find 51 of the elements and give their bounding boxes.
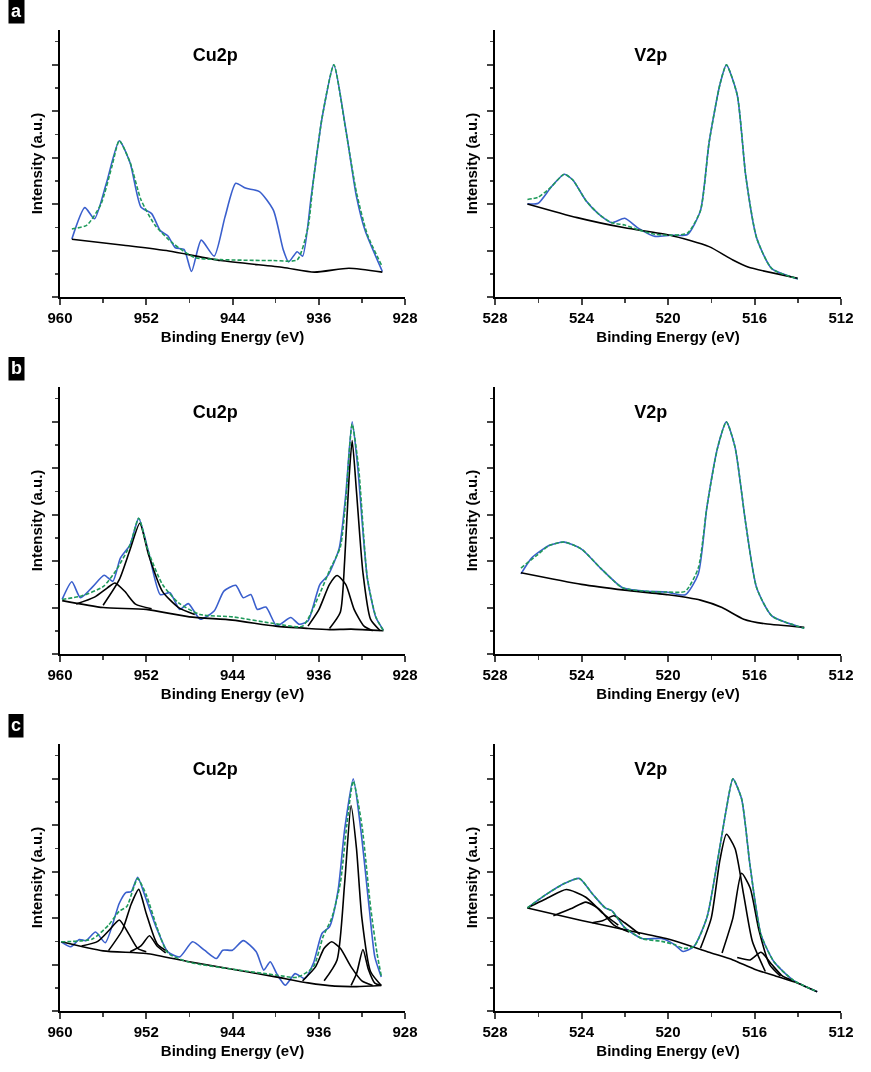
x-tick-label: 516: [741, 666, 768, 683]
x-tick-label: 936: [306, 309, 332, 326]
text: a: [11, 1, 22, 21]
x-tick-label: 952: [133, 666, 159, 683]
y-axis-title: Intensity (a.u.): [462, 826, 480, 929]
x-tick-label: 520: [655, 309, 681, 326]
x-tick-label: 520: [655, 666, 681, 683]
x-tick-label: 524: [568, 1023, 595, 1040]
x-tick-label: 520: [655, 1023, 681, 1040]
x-tick-label: 960: [47, 666, 73, 683]
x-tick-label: 528: [482, 1023, 508, 1040]
x-tick-label: 944: [219, 309, 246, 326]
x-tick-label: 952: [133, 309, 159, 326]
x-tick-label: 944: [219, 1023, 246, 1040]
text: c: [11, 715, 22, 735]
x-tick-label: 528: [482, 309, 508, 326]
x-axis-title: Binding Energy (eV): [160, 1041, 305, 1059]
x-tick-label: 524: [568, 309, 595, 326]
x-tick-label: 524: [568, 666, 595, 683]
x-tick-label: 512: [828, 309, 854, 326]
y-axis-title: Intensity (a.u.): [27, 469, 45, 572]
x-tick-label: 936: [306, 666, 332, 683]
x-axis-title: Binding Energy (eV): [596, 684, 740, 702]
x-tick-label: 928: [392, 1023, 418, 1040]
x-tick-label: 936: [306, 1023, 332, 1040]
chart-title: Cu2p: [192, 759, 238, 780]
x-axis-title: Binding Energy (eV): [596, 327, 740, 345]
x-tick-label: 528: [482, 666, 508, 683]
x-tick-label: 928: [392, 666, 418, 683]
x-tick-label: 944: [219, 666, 246, 683]
x-axis-title: Binding Energy (eV): [160, 327, 305, 345]
chart-title: V2p: [634, 402, 668, 423]
chart-title: V2p: [634, 759, 668, 780]
chart-title: Cu2p: [192, 402, 238, 423]
y-axis-title: Intensity (a.u.): [27, 112, 45, 215]
x-axis-title: Binding Energy (eV): [160, 684, 305, 702]
x-tick-label: 952: [133, 1023, 159, 1040]
chart-title: Cu2p: [192, 45, 238, 66]
y-axis-title: Intensity (a.u.): [27, 826, 45, 929]
x-tick-label: 512: [828, 666, 854, 683]
text: b: [11, 358, 22, 378]
x-tick-label: 928: [392, 309, 418, 326]
x-axis-title: Binding Energy (eV): [596, 1041, 740, 1059]
y-axis-title: Intensity (a.u.): [462, 469, 480, 572]
x-tick-label: 960: [47, 309, 73, 326]
x-tick-label: 516: [741, 309, 768, 326]
x-tick-label: 960: [47, 1023, 73, 1040]
y-axis-title: Intensity (a.u.): [462, 112, 480, 215]
x-tick-label: 516: [741, 1023, 768, 1040]
x-tick-label: 512: [828, 1023, 854, 1040]
chart-title: V2p: [634, 45, 668, 66]
